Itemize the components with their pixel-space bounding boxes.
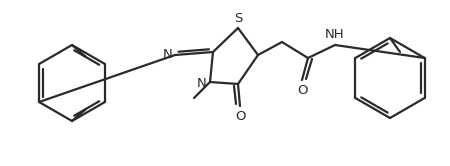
Text: O: O (297, 84, 307, 97)
Text: N: N (197, 77, 207, 89)
Text: O: O (235, 110, 245, 123)
Text: NH: NH (325, 28, 345, 41)
Text: S: S (234, 12, 242, 25)
Text: N: N (163, 47, 173, 60)
